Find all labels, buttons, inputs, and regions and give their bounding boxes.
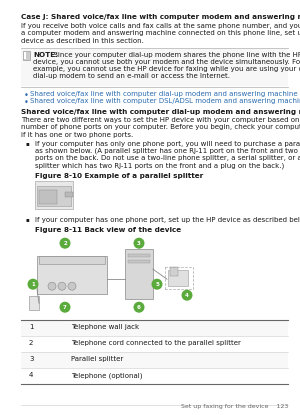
Circle shape — [134, 302, 145, 312]
Bar — [39, 256, 105, 264]
Text: if it has one or two phone ports.: if it has one or two phone ports. — [21, 132, 133, 138]
Text: 2: 2 — [29, 340, 33, 347]
Text: Figure 8-11 Back view of the device: Figure 8-11 Back view of the device — [35, 227, 181, 233]
Circle shape — [134, 238, 145, 249]
Text: as shown below. (A parallel splitter has one RJ-11 port on the front and two RJ-: as shown below. (A parallel splitter has… — [35, 148, 300, 154]
Text: ▪: ▪ — [25, 141, 29, 146]
Bar — [65, 192, 73, 197]
Bar — [37, 256, 107, 294]
Bar — [24, 52, 26, 59]
Bar — [37, 186, 71, 206]
Text: Shared voice/fax line with computer dial-up modem and answering machine: Shared voice/fax line with computer dial… — [30, 90, 298, 97]
Text: If you receive both voice calls and fax calls at the same phone number, and you : If you receive both voice calls and fax … — [21, 23, 300, 29]
Text: 4: 4 — [185, 293, 189, 298]
Circle shape — [68, 282, 76, 290]
Text: There are two different ways to set the HP device with your computer based on th: There are two different ways to set the … — [21, 117, 300, 123]
Circle shape — [28, 279, 38, 290]
Text: 4: 4 — [29, 372, 33, 378]
Bar — [125, 249, 153, 299]
Text: 3: 3 — [137, 241, 141, 246]
Bar — [21, 368, 288, 384]
Text: ports on the back. Do not use a two-line phone splitter, a serial splitter, or a: ports on the back. Do not use a two-line… — [35, 155, 300, 161]
Text: Telephone wall jack: Telephone wall jack — [71, 325, 139, 330]
Text: 3: 3 — [29, 356, 34, 362]
Bar — [170, 267, 178, 276]
Text: number of phone ports on your computer. Before you begin, check your computer to: number of phone ports on your computer. … — [21, 124, 300, 130]
Text: Parallel splitter: Parallel splitter — [71, 356, 123, 362]
Text: •: • — [24, 98, 29, 107]
Text: Shared voice/fax line with computer dial-up modem and answering machine: Shared voice/fax line with computer dial… — [21, 109, 300, 115]
Circle shape — [59, 302, 70, 312]
Text: Telephone (optional): Telephone (optional) — [71, 372, 142, 378]
Text: Set up faxing for the device    123: Set up faxing for the device 123 — [181, 404, 288, 409]
Bar — [29, 296, 39, 310]
Text: 5: 5 — [155, 282, 159, 287]
Text: NOTE:: NOTE: — [33, 52, 58, 58]
Text: 1: 1 — [31, 282, 35, 287]
Text: 7: 7 — [63, 305, 67, 310]
Text: •: • — [24, 90, 29, 100]
Bar — [21, 320, 288, 336]
Circle shape — [152, 279, 163, 290]
Text: dial-up modem to send an e-mail or access the Internet.: dial-up modem to send an e-mail or acces… — [33, 73, 230, 79]
Circle shape — [58, 282, 66, 290]
Text: 6: 6 — [137, 305, 141, 310]
Bar — [39, 190, 57, 204]
Text: 2: 2 — [63, 241, 67, 246]
Circle shape — [48, 282, 56, 290]
Circle shape — [182, 290, 193, 301]
Bar — [21, 352, 288, 368]
Text: Figure 8-10 Example of a parallel splitter: Figure 8-10 Example of a parallel splitt… — [35, 173, 203, 178]
Bar — [128, 254, 150, 257]
Text: If your computer has only one phone port, you will need to purchase a parallel s: If your computer has only one phone port… — [35, 141, 300, 147]
Text: Shared voice/fax line with computer DSL/ADSL modem and answering machine: Shared voice/fax line with computer DSL/… — [30, 98, 300, 104]
Text: Telephone cord connected to the parallel splitter: Telephone cord connected to the parallel… — [71, 340, 241, 347]
Bar — [168, 270, 188, 286]
Bar — [23, 51, 30, 60]
Text: a computer modem and answering machine connected on this phone line, set up the : a computer modem and answering machine c… — [21, 30, 300, 37]
Bar — [35, 181, 73, 209]
Text: Since your computer dial-up modem shares the phone line with the HP: Since your computer dial-up modem shares… — [49, 52, 300, 58]
Text: Case J: Shared voice/fax line with computer modem and answering machine: Case J: Shared voice/fax line with compu… — [21, 14, 300, 20]
Text: If your computer has one phone port, set up the HP device as described below.: If your computer has one phone port, set… — [35, 217, 300, 223]
Bar — [21, 49, 288, 85]
Circle shape — [59, 238, 70, 249]
Text: ▪: ▪ — [25, 217, 29, 222]
Text: example, you cannot use the HP device for faxing while you are using your comput: example, you cannot use the HP device fo… — [33, 66, 300, 72]
Bar — [128, 260, 150, 263]
Text: 1: 1 — [29, 325, 34, 330]
Text: device as described in this section.: device as described in this section. — [21, 38, 144, 44]
Text: device, you cannot use both your modem and the device simultaneously. For: device, you cannot use both your modem a… — [33, 59, 300, 65]
Text: splitter which has two RJ-11 ports on the front and a plug on the back.): splitter which has two RJ-11 ports on th… — [35, 162, 284, 169]
Bar — [21, 336, 288, 352]
